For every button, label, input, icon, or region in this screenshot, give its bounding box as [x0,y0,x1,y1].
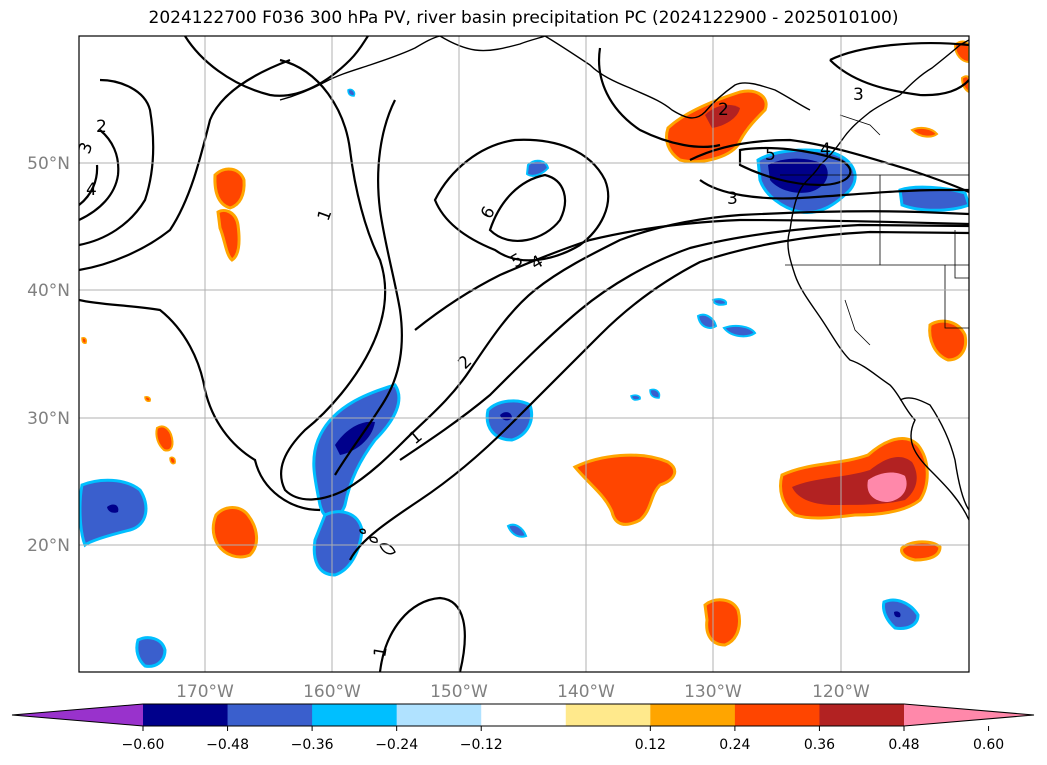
colorbar-tick-label: 0.60 [973,737,1004,753]
lat-label: 40°N [27,281,70,301]
contour-label: 2 [718,100,729,120]
colorbar-tick-label: −0.60 [122,737,165,753]
pv-contours [79,36,969,672]
latitude-labels: 50°N 40°N 30°N 20°N [27,154,70,556]
colorbar-tick-label: −0.24 [375,737,418,753]
lon-label: 130°W [684,682,742,702]
contour-label: 2 [96,117,107,137]
colorbar-extend-low [12,704,143,726]
contour-label: 4 [86,180,97,200]
lon-label: 160°W [303,682,361,702]
lat-label: 50°N [27,154,70,174]
colorbar-tick-label: 0.36 [804,737,835,753]
colorbar-bin [312,704,398,726]
colorbar-bin [481,704,567,726]
lat-label: 20°N [27,536,70,556]
contour-label: 3 [853,85,864,105]
map-frame [78,35,970,673]
colorbar-bin [819,704,905,726]
colorbar: −0.60 −0.48 −0.36 −0.24 −0.12 0.12 0.24 0.36 0.4… [11,703,1035,753]
colorbar-bin [734,704,820,726]
positive-anomaly-regions [81,40,969,647]
graticule [79,36,969,672]
contour-label: 1 [370,645,392,659]
political-borders [780,114,969,346]
lon-label: 140°W [557,682,615,702]
colorbar-bin [650,704,736,726]
map-background [79,36,969,672]
contour-label: 3 [727,189,738,209]
coastlines [279,36,969,555]
colorbar-tick-label: 0.24 [719,737,750,753]
contour-label: 4 [820,140,831,160]
colorbar-bin [396,704,482,726]
lon-label: 150°W [430,682,488,702]
colorbar-bin [565,704,651,726]
colorbar-tick-label: 0.12 [635,737,666,753]
colorbar-bin [143,704,229,726]
longitude-labels: 170°W 160°W 150°W 140°W 130°W 120°W [176,682,870,702]
contour-label: 5 [765,145,776,165]
lon-label: 120°W [812,682,870,702]
map-title: 2024122700 F036 300 hPa PV, river basin … [148,8,899,28]
colorbar-tick-label: −0.12 [460,737,503,753]
colorbar-bin [227,704,313,726]
lat-label: 30°N [27,409,70,429]
colorbar-tick-label: −0.48 [206,737,249,753]
lon-label: 170°W [176,682,234,702]
colorbar-tick-label: 0.48 [888,737,919,753]
colorbar-extend-high [904,704,1034,726]
colorbar-tick-label: −0.36 [291,737,334,753]
